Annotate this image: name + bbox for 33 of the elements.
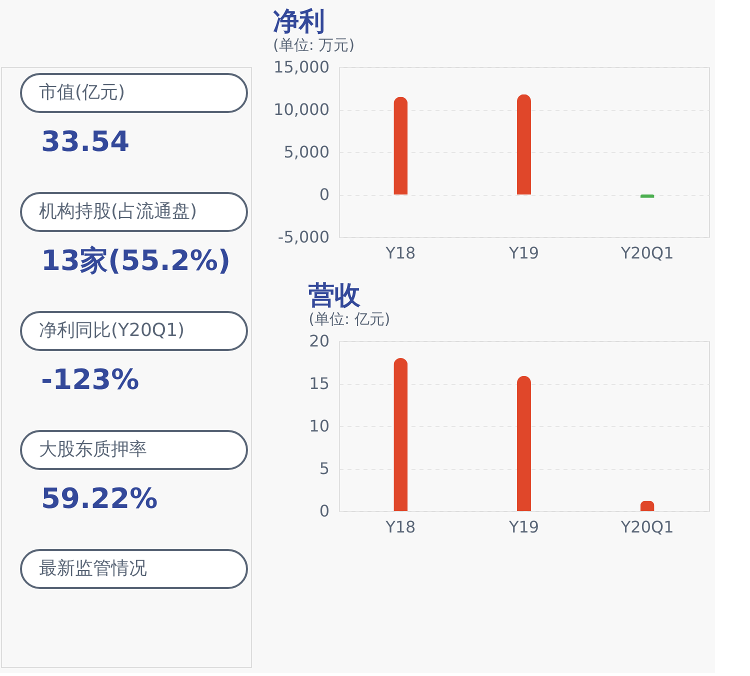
text: -123% [41,363,140,396]
text: 13家(55.2%) [41,244,231,277]
x-tick-label: Y19 [508,244,540,262]
text: 市值(亿元) [39,82,126,103]
x-tick-label: Y18 [384,518,416,536]
text: 59.22% [41,482,158,515]
chart-title: 营收 [308,281,362,311]
x-tick-label: Y19 [508,518,540,536]
y-tick-label: 0 [319,502,330,520]
y-tick-label: 15,000 [274,58,330,76]
y-tick-label: 10 [309,416,330,436]
x-tick-label: Y20Q1 [620,518,674,536]
y-tick-label: 0 [319,185,330,204]
x-tick-label: Y20Q1 [620,244,674,262]
text: 净利同比(Y20Q1) [39,320,185,341]
y-tick-label: 10,000 [274,100,330,119]
text: 机构持股(占流通盘) [39,201,198,222]
bar [517,376,531,511]
chart-subtitle: (单位: 万元) [273,36,355,54]
bar [517,94,531,194]
y-tick-label: 20 [309,332,330,350]
y-tick-label: 5 [319,459,330,478]
text: 最新监管情况 [39,558,147,579]
text: 大股东质押率 [39,439,147,460]
bar [394,358,408,511]
bar [394,96,408,194]
x-tick-label: Y18 [384,244,416,262]
y-tick-label: 5,000 [284,142,330,162]
chart-subtitle: (单位: 亿元) [308,310,390,328]
chart-title: 净利 [273,7,326,37]
y-tick-label: -5,000 [278,228,330,246]
y-tick-label: 15 [309,374,330,393]
text: 33.54 [41,125,130,158]
